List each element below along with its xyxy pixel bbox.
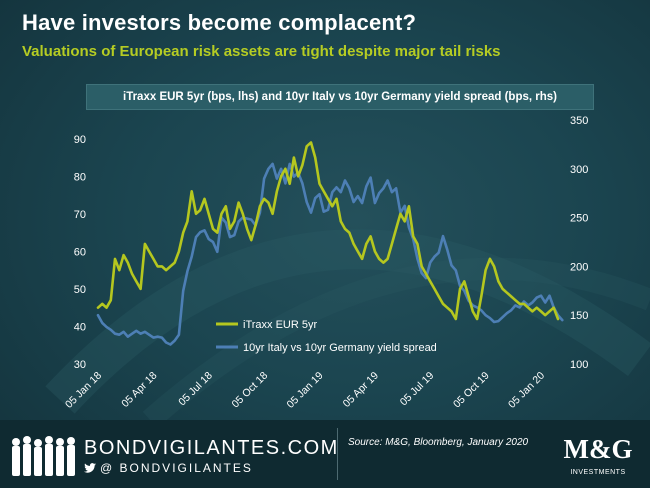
- brand-name[interactable]: BONDVIGILANTES.COM: [84, 437, 339, 459]
- social-handle-text: @ BONDVIGILANTES: [100, 461, 253, 475]
- twitter-bird-icon: [84, 463, 96, 473]
- x-tick-label: 05 Jul 19: [398, 370, 437, 409]
- y-left-tick-label: 50: [74, 284, 86, 296]
- y-left-tick-label: 40: [74, 321, 86, 333]
- y-right-tick-label: 300: [570, 164, 588, 176]
- footer-divider: [337, 428, 338, 480]
- y-right-tick-label: 150: [570, 310, 588, 322]
- mg-logo-text: M&G: [563, 434, 633, 464]
- x-tick-label: 05 Jan 20: [506, 370, 547, 411]
- footer-bar: [0, 420, 650, 488]
- y-left-tick-label: 70: [74, 209, 86, 221]
- legend-label-itraxx: iTraxx EUR 5yr: [243, 319, 317, 331]
- x-tick-label: 05 Oct 18: [230, 370, 271, 411]
- x-tick-label: 05 Oct 19: [451, 370, 492, 411]
- x-tick-label: 05 Jan 19: [285, 370, 326, 411]
- chart-title-bar: iTraxx EUR 5yr (bps, lhs) and 10yr Italy…: [86, 84, 594, 110]
- page-subtitle: Valuations of European risk assets are t…: [22, 43, 501, 60]
- legend-label-spread: 10yr Italy vs 10yr Germany yield spread: [243, 342, 437, 354]
- series-line-spread: [96, 162, 564, 346]
- line-chart: 30 40 50 60 70 80 90 100 150 200 250 300 350 05 Jan 1…: [63, 115, 588, 411]
- x-tick-label: 05 Apr 19: [341, 370, 381, 410]
- y-left-tick-label: 30: [74, 359, 86, 371]
- crowd-silhouette-icon: [12, 436, 75, 476]
- y-right-tick-label: 350: [570, 115, 588, 127]
- page-title: Have investors become complacent?: [22, 10, 417, 35]
- x-tick-label: 05 Jul 18: [176, 370, 215, 409]
- y-left-tick-label: 80: [74, 171, 86, 183]
- x-tick-label: 05 Apr 18: [119, 370, 159, 410]
- y-right-tick-label: 200: [570, 261, 588, 273]
- source-note: Source: M&G, Bloomberg, January 2020: [348, 437, 529, 448]
- y-left-tick-label: 60: [74, 246, 86, 258]
- social-handle[interactable]: @ BONDVIGILANTES: [84, 461, 253, 475]
- y-left-tick-label: 90: [74, 134, 86, 146]
- series-line-itraxx: [96, 141, 560, 321]
- mg-logo-icon: [556, 432, 640, 482]
- x-tick-label: 05 Jan 18: [63, 370, 104, 411]
- chart-title: iTraxx EUR 5yr (bps, lhs) and 10yr Italy…: [123, 91, 557, 103]
- y-right-tick-label: 100: [570, 359, 588, 371]
- mg-logo-subtext: INVESTMENTS: [570, 469, 626, 476]
- y-right-tick-label: 250: [570, 213, 588, 225]
